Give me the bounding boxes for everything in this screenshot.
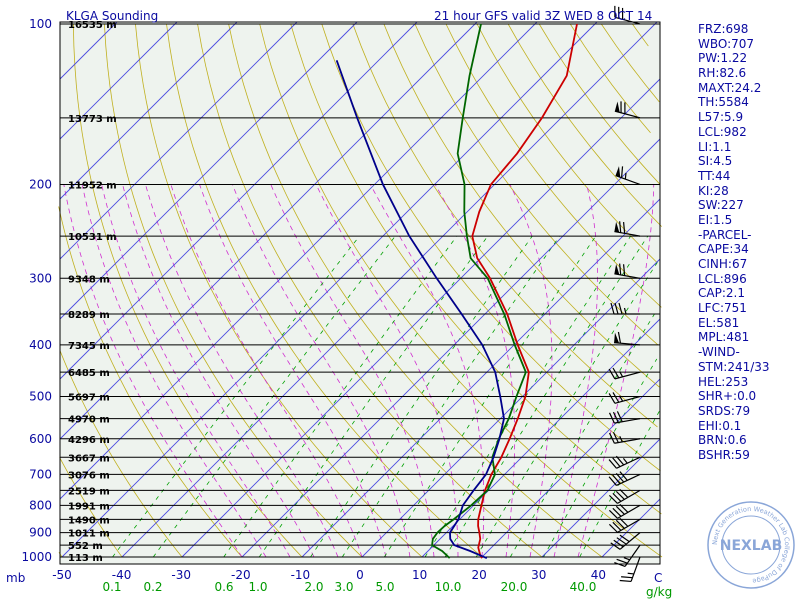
pressure-tick-label: 300 [29, 271, 52, 285]
height-label: 113 m [68, 553, 103, 564]
height-label: 1991 m [68, 501, 110, 512]
nexlab-logo: Next Generation Weather Lab College of D… [706, 500, 796, 590]
height-label: 10531 m [68, 232, 117, 243]
index-item: EI:1.5 [698, 213, 770, 228]
index-item: RH:82.6 [698, 66, 770, 81]
pressure-tick-label: 1000 [21, 550, 52, 564]
mixing-ratio-tick-label: 40.0 [570, 580, 597, 594]
pressure-unit-label: mb [6, 571, 25, 585]
height-label: 6485 m [68, 368, 110, 379]
pressure-tick-label: 900 [29, 526, 52, 540]
index-item: BSHR:59 [698, 448, 770, 463]
height-label: 4970 m [68, 415, 110, 426]
wind-barb-half-flag [625, 173, 626, 179]
index-item: WBO:707 [698, 37, 770, 52]
index-item: L57:5.9 [698, 110, 770, 125]
height-label: 1490 m [68, 515, 110, 526]
mixing-ratio-tick-label: 3.0 [334, 580, 353, 594]
index-item: SRDS:79 [698, 404, 770, 419]
temperature-tick-label: -30 [171, 568, 191, 582]
pressure-tick-label: 700 [29, 467, 52, 481]
index-item: FRZ:698 [698, 22, 770, 37]
wind-barb-flag [621, 577, 632, 578]
height-label: 5697 m [68, 393, 110, 404]
pressure-tick-label: 500 [29, 390, 52, 404]
height-label: 9348 m [68, 274, 110, 285]
mixing-ratio-tick-label: 1.0 [248, 580, 267, 594]
index-item: CAPE:34 [698, 242, 770, 257]
station-title: KLGA Sounding [66, 9, 158, 23]
index-item: STM:241/33 [698, 360, 770, 375]
index-item: EHI:0.1 [698, 419, 770, 434]
height-label: 4296 m [68, 435, 110, 446]
index-item: PW:1.22 [698, 51, 770, 66]
temperature-tick-label: 10 [412, 568, 427, 582]
index-item: LFC:751 [698, 301, 770, 316]
index-item: BRN:0.6 [698, 433, 770, 448]
height-label: 2519 m [68, 486, 110, 497]
valid-time-title: 21 hour GFS valid 3Z WED 8 OCT 14 [434, 9, 652, 23]
index-item: LI:1.1 [698, 140, 770, 155]
mixing-ratio-tick-label: 2.0 [304, 580, 323, 594]
mixing-ratio-unit-label: g/kg [646, 585, 672, 599]
temperature-unit-label: C [654, 571, 662, 585]
index-item: -PARCEL- [698, 228, 770, 243]
index-item: CAP:2.1 [698, 286, 770, 301]
index-item: SI:4.5 [698, 154, 770, 169]
index-item: SW:227 [698, 198, 770, 213]
temperature-tick-label: 20 [472, 568, 487, 582]
temperature-tick-label: 30 [531, 568, 546, 582]
height-label: 8289 m [68, 310, 110, 321]
height-label: 552 m [68, 541, 103, 552]
wind-barb-half-flag [628, 573, 634, 574]
temperature-tick-label: 0 [356, 568, 364, 582]
index-item: HEL:253 [698, 375, 770, 390]
index-item: MAXT:24.2 [698, 81, 770, 96]
index-item: TT:44 [698, 169, 770, 184]
temperature-tick-label: -50 [52, 568, 72, 582]
mixing-ratio-tick-label: 5.0 [375, 580, 394, 594]
index-item: TH:5584 [698, 95, 770, 110]
pressure-tick-label: 200 [29, 177, 52, 191]
height-label: 3076 m [68, 470, 110, 481]
height-label: 7345 m [68, 341, 110, 352]
mixing-ratio-tick-label: 0.1 [102, 580, 121, 594]
logo-text: NEXLAB [720, 538, 783, 554]
height-label: 13773 m [68, 114, 117, 125]
index-item: LCL:896 [698, 272, 770, 287]
index-item: LCL:982 [698, 125, 770, 140]
mixing-ratio-tick-label: 20.0 [501, 580, 528, 594]
wind-barb-flag [620, 580, 631, 581]
height-label: 1011 m [68, 529, 110, 540]
mixing-ratio-tick-label: 0.6 [214, 580, 233, 594]
index-item: CINH:67 [698, 257, 770, 272]
index-item: -WIND- [698, 345, 770, 360]
index-item: KI:28 [698, 184, 770, 199]
pressure-tick-label: 800 [29, 498, 52, 512]
mixing-ratio-tick-label: 0.2 [143, 580, 162, 594]
index-item: MPL:481 [698, 330, 770, 345]
index-item: EL:581 [698, 316, 770, 331]
pressure-tick-label: 400 [29, 338, 52, 352]
pressure-tick-label: 100 [29, 17, 52, 31]
pressure-tick-label: 600 [29, 432, 52, 446]
index-item: SHR+:0.0 [698, 389, 770, 404]
height-label: 3667 m [68, 453, 110, 464]
mixing-ratio-tick-label: 10.0 [435, 580, 462, 594]
height-label: 11952 m [68, 180, 117, 191]
